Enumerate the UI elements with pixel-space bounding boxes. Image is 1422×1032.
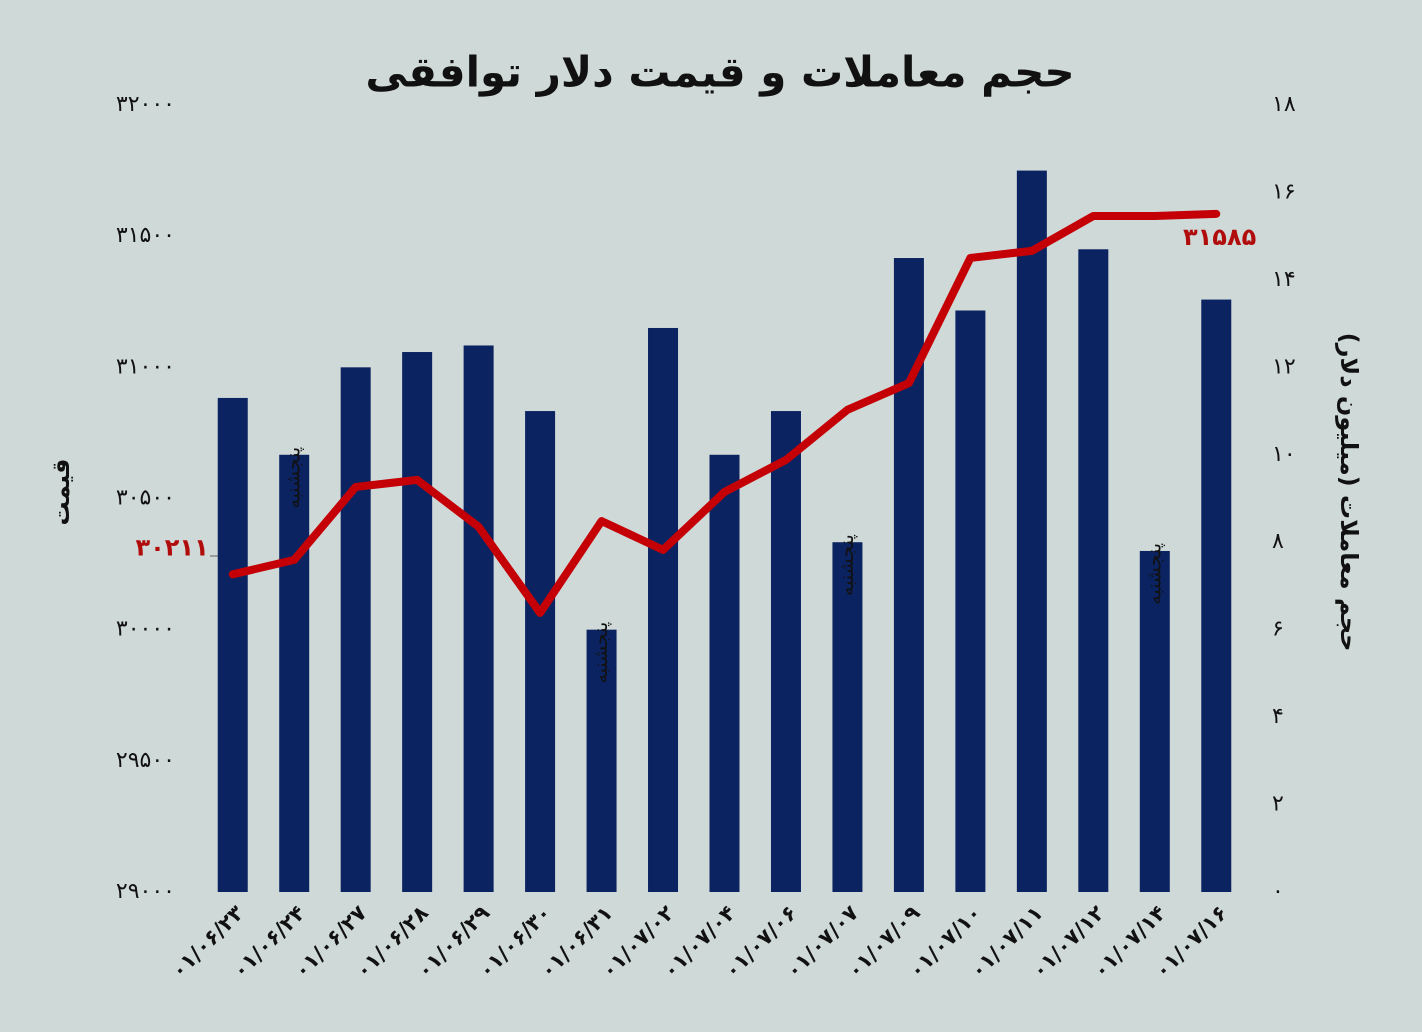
y-tick-label: ۳۱۵۰۰ bbox=[116, 223, 175, 248]
bar bbox=[770, 411, 801, 892]
y-tick-label: ۳۰۰۰۰ bbox=[116, 617, 175, 642]
y-tick-label: ۳۰۵۰۰ bbox=[116, 486, 175, 511]
y-tick-label: ۲۹۵۰۰ bbox=[116, 748, 175, 773]
y-tick-label: ۲۹۰۰۰ bbox=[116, 879, 175, 904]
y-tick-label: ۳۲۰۰۰ bbox=[116, 92, 175, 117]
bar bbox=[1139, 550, 1170, 892]
bar bbox=[586, 629, 617, 892]
bar bbox=[955, 310, 986, 892]
y2-tick-label: ۴ bbox=[1272, 704, 1284, 729]
bar bbox=[279, 454, 310, 892]
y-axis-title: قیمت bbox=[47, 458, 75, 525]
bar bbox=[1201, 299, 1232, 892]
y2-tick-label: ۱۴ bbox=[1272, 267, 1296, 292]
annotation: پنجشنبه bbox=[283, 447, 305, 509]
value-label: ۳۰۲۱۱ bbox=[135, 533, 208, 561]
annotation: پنجشنبه bbox=[836, 534, 858, 596]
bar bbox=[648, 327, 679, 892]
y2-tick-label: ۱۸ bbox=[1272, 92, 1296, 117]
annotation: پنجشنبه bbox=[1143, 543, 1165, 605]
bar bbox=[709, 454, 740, 892]
y2-axis-title: حجم معاملات (میلیون دلار) bbox=[1335, 333, 1363, 652]
annotation: پنجشنبه bbox=[590, 622, 612, 684]
line bbox=[228, 209, 1221, 617]
bar bbox=[463, 345, 494, 892]
y2-tick-label: ۲ bbox=[1272, 792, 1284, 817]
bar bbox=[1078, 249, 1109, 893]
bar bbox=[217, 397, 248, 892]
y2-tick-label: ۰ bbox=[1272, 879, 1284, 904]
bar bbox=[832, 542, 863, 892]
y2-tick-label: ۱۰ bbox=[1272, 442, 1296, 467]
y2-tick-label: ۱۶ bbox=[1272, 179, 1296, 204]
y2-tick-label: ۸ bbox=[1272, 529, 1284, 554]
bar bbox=[1016, 170, 1047, 893]
bar bbox=[402, 352, 433, 893]
y2-tick-label: ۶ bbox=[1272, 617, 1284, 642]
y-tick-label: ۳۱۰۰۰ bbox=[116, 354, 175, 379]
bar bbox=[340, 367, 371, 892]
value-label: ۳۱۵۸۵ bbox=[1183, 223, 1256, 251]
bar bbox=[525, 411, 556, 892]
chart-title: حجم معاملات و قیمت دلار توافقی bbox=[365, 48, 1074, 98]
y2-tick-label: ۱۲ bbox=[1272, 354, 1296, 379]
